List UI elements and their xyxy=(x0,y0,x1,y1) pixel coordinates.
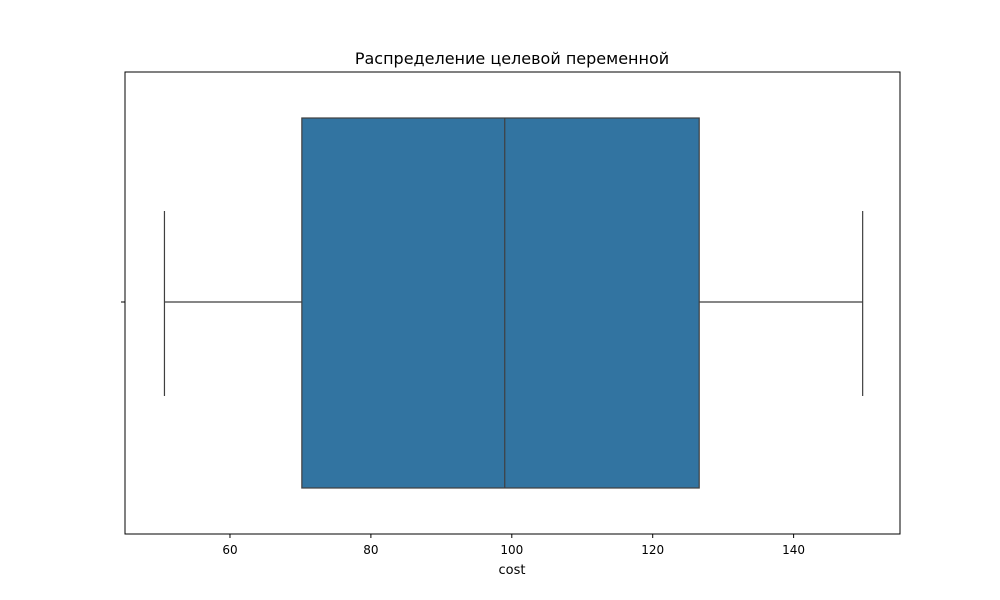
x-tick-label: 60 xyxy=(222,543,237,557)
axes-frame xyxy=(124,71,901,535)
x-axis-ticks: 60 80 100 120 140 xyxy=(222,534,805,557)
x-axis-label: cost xyxy=(499,563,526,578)
x-tick-label: 120 xyxy=(641,543,664,557)
x-tick-label: 100 xyxy=(500,543,523,557)
x-tick-label: 80 xyxy=(363,543,378,557)
x-tick-label: 140 xyxy=(782,543,805,557)
box-plot xyxy=(163,117,864,489)
chart-title: Распределение целевой переменной xyxy=(355,49,669,68)
plot-area: 60 80 100 120 140 xyxy=(121,71,901,557)
iqr-box xyxy=(301,117,700,489)
